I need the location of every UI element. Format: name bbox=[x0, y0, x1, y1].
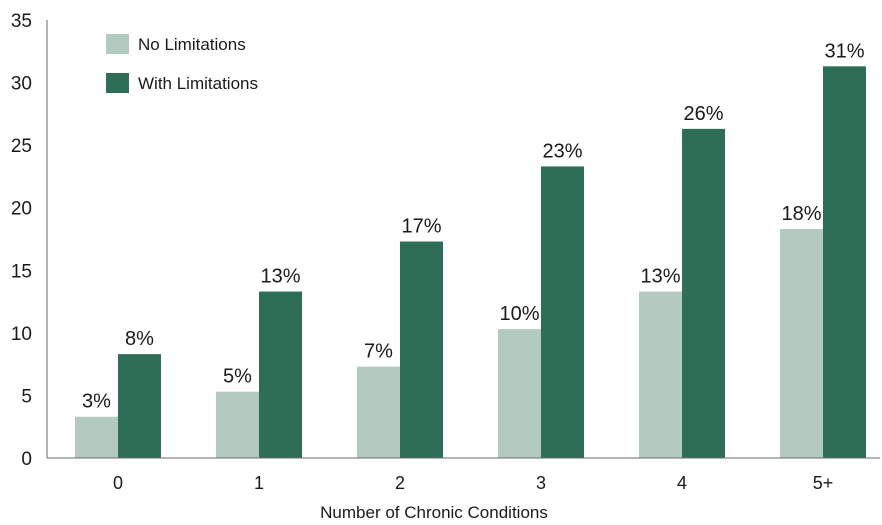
bar-data-label: 18% bbox=[781, 203, 821, 225]
y-axis-ticks: 0 5 10 15 20 25 30 35 bbox=[11, 11, 32, 470]
bar-data-label: 3% bbox=[82, 391, 111, 413]
bar-no-limitations bbox=[498, 329, 541, 458]
legend-swatch bbox=[106, 73, 129, 93]
bar-no-limitations bbox=[780, 228, 823, 458]
bar-data-label: 8% bbox=[125, 328, 154, 350]
x-tick-label: 4 bbox=[677, 473, 687, 493]
y-tick-label: 20 bbox=[11, 199, 32, 220]
bar-no-limitations bbox=[75, 416, 118, 458]
bar-data-label: 10% bbox=[499, 303, 539, 325]
legend-label: No Limitations bbox=[138, 35, 246, 54]
bar-data-label: 13% bbox=[260, 266, 300, 288]
x-tick-label: 0 bbox=[113, 473, 123, 493]
x-tick-label: 3 bbox=[536, 473, 546, 493]
bar-with-limitations bbox=[259, 291, 302, 458]
legend-swatch bbox=[106, 34, 129, 54]
y-tick-label: 10 bbox=[11, 324, 32, 345]
bar-data-label: 13% bbox=[640, 266, 680, 288]
bar-with-limitations bbox=[823, 66, 866, 458]
bar-data-label: 17% bbox=[401, 216, 441, 238]
y-tick-label: 5 bbox=[21, 386, 32, 407]
y-tick-label: 30 bbox=[11, 74, 32, 95]
x-tick-label: 1 bbox=[254, 473, 264, 493]
bar-no-limitations bbox=[216, 391, 259, 458]
y-tick-label: 35 bbox=[11, 11, 32, 32]
bar-no-limitations bbox=[357, 366, 400, 458]
bar-data-label: 5% bbox=[223, 366, 252, 388]
y-tick-label: 0 bbox=[21, 449, 32, 470]
bars bbox=[75, 66, 866, 459]
x-axis-ticks: 0 1 2 3 4 5+ bbox=[113, 473, 833, 493]
x-tick-label: 2 bbox=[395, 473, 405, 493]
x-tick-label: 5+ bbox=[813, 473, 834, 493]
bar-data-labels: 3% 8% 5% 13% 7% 17% 10% 23% 13% 26% 18% 31% bbox=[82, 40, 865, 412]
bar-with-limitations bbox=[118, 354, 161, 458]
y-tick-label: 25 bbox=[11, 136, 32, 157]
bar-data-label: 23% bbox=[542, 140, 582, 162]
bar-data-label: 7% bbox=[364, 341, 393, 363]
bar-data-label: 31% bbox=[824, 40, 864, 62]
bar-with-limitations bbox=[400, 241, 443, 458]
bar-with-limitations bbox=[682, 128, 725, 459]
legend-label: With Limitations bbox=[138, 74, 258, 93]
y-tick-label: 15 bbox=[11, 261, 32, 282]
bar-data-label: 26% bbox=[683, 103, 723, 125]
x-axis-label: Number of Chronic Conditions bbox=[320, 503, 548, 522]
legend: No Limitations With Limitations bbox=[106, 34, 258, 93]
bar-with-limitations bbox=[541, 166, 584, 458]
bar-no-limitations bbox=[639, 291, 682, 458]
